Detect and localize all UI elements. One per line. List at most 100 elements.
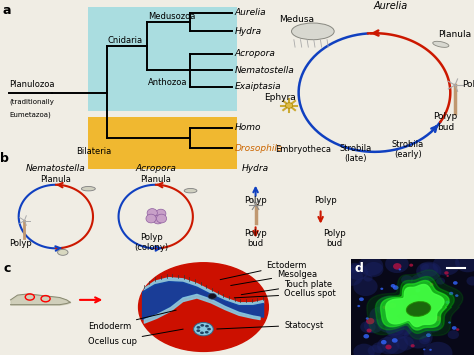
FancyBboxPatch shape — [351, 259, 474, 355]
FancyBboxPatch shape — [88, 7, 237, 111]
Text: c: c — [3, 262, 11, 275]
Text: (traditionally: (traditionally — [9, 98, 55, 105]
Circle shape — [359, 297, 364, 301]
Circle shape — [366, 318, 374, 324]
Text: Anthozoa: Anthozoa — [148, 78, 188, 87]
Circle shape — [423, 318, 442, 333]
Circle shape — [399, 268, 401, 271]
Circle shape — [358, 256, 383, 276]
Ellipse shape — [406, 302, 431, 316]
Text: Ephyra: Ephyra — [264, 93, 295, 102]
Circle shape — [376, 296, 403, 317]
Circle shape — [423, 320, 432, 327]
Circle shape — [393, 285, 399, 290]
Polygon shape — [381, 280, 449, 330]
Text: Aurelia: Aurelia — [374, 1, 408, 11]
Text: Aurelia: Aurelia — [235, 8, 266, 17]
Circle shape — [366, 317, 369, 320]
Polygon shape — [386, 284, 444, 327]
Circle shape — [420, 263, 438, 277]
Polygon shape — [367, 270, 463, 339]
Text: Statocyst: Statocyst — [217, 321, 323, 329]
Circle shape — [377, 337, 400, 354]
Circle shape — [410, 344, 415, 348]
Ellipse shape — [433, 41, 449, 47]
Text: Nematostella: Nematostella — [26, 164, 86, 173]
Circle shape — [444, 271, 449, 275]
Circle shape — [380, 288, 383, 290]
Circle shape — [466, 277, 474, 285]
Circle shape — [401, 275, 413, 284]
Text: Polyp
bud: Polyp bud — [323, 229, 346, 248]
Circle shape — [382, 334, 408, 354]
Circle shape — [364, 334, 369, 339]
Circle shape — [360, 321, 376, 333]
Circle shape — [196, 329, 200, 332]
Circle shape — [446, 301, 450, 304]
Circle shape — [364, 274, 373, 282]
Circle shape — [381, 340, 387, 344]
Text: Drosophila: Drosophila — [235, 144, 283, 153]
Text: Planula: Planula — [438, 30, 472, 39]
Text: Planula: Planula — [140, 175, 171, 184]
Circle shape — [420, 263, 429, 270]
Text: Touch plate: Touch plate — [241, 280, 332, 295]
Circle shape — [369, 306, 393, 325]
Ellipse shape — [82, 186, 95, 191]
Text: Polyp: Polyp — [9, 239, 32, 248]
Text: Embryotheca: Embryotheca — [275, 145, 331, 154]
Text: Strobila
(early): Strobila (early) — [392, 140, 424, 159]
Circle shape — [447, 275, 449, 277]
Circle shape — [411, 313, 416, 316]
Text: Medusa: Medusa — [279, 15, 314, 24]
Polygon shape — [375, 277, 454, 333]
Circle shape — [429, 349, 432, 351]
Circle shape — [433, 254, 460, 275]
Circle shape — [449, 292, 453, 295]
Text: d: d — [355, 262, 364, 275]
Circle shape — [391, 284, 395, 288]
Circle shape — [208, 294, 217, 299]
Circle shape — [455, 294, 458, 297]
Circle shape — [386, 319, 411, 339]
Circle shape — [205, 325, 209, 327]
Circle shape — [385, 321, 404, 335]
Circle shape — [411, 311, 419, 317]
Circle shape — [364, 262, 383, 277]
Circle shape — [436, 278, 445, 285]
Text: Polyp
(colony): Polyp (colony) — [134, 233, 168, 252]
Text: Strobila
(late): Strobila (late) — [339, 144, 372, 163]
Circle shape — [368, 345, 382, 355]
Circle shape — [347, 264, 368, 280]
Circle shape — [353, 277, 378, 296]
Circle shape — [366, 329, 372, 333]
Text: Cnidaria: Cnidaria — [108, 36, 143, 45]
Text: Polyp
bud: Polyp bud — [433, 112, 458, 132]
Circle shape — [193, 322, 213, 336]
Text: a: a — [2, 4, 11, 17]
Text: Medusozoa: Medusozoa — [148, 12, 195, 21]
Circle shape — [348, 263, 362, 273]
Circle shape — [207, 328, 211, 331]
Circle shape — [138, 263, 268, 351]
Circle shape — [147, 209, 157, 217]
Text: b: b — [0, 152, 9, 165]
Circle shape — [353, 344, 375, 355]
Circle shape — [423, 349, 425, 350]
Circle shape — [411, 274, 429, 288]
Circle shape — [429, 283, 433, 286]
Circle shape — [452, 326, 456, 330]
Circle shape — [372, 342, 386, 353]
Circle shape — [153, 215, 163, 224]
Circle shape — [205, 331, 209, 334]
Text: Polyp: Polyp — [314, 196, 337, 204]
Circle shape — [392, 338, 398, 343]
Circle shape — [340, 268, 363, 286]
Circle shape — [377, 315, 401, 333]
Circle shape — [426, 333, 431, 337]
Text: Hydra: Hydra — [242, 164, 269, 173]
Circle shape — [456, 328, 459, 331]
Text: Hydra: Hydra — [235, 27, 262, 36]
Circle shape — [383, 306, 387, 309]
Circle shape — [415, 289, 420, 293]
